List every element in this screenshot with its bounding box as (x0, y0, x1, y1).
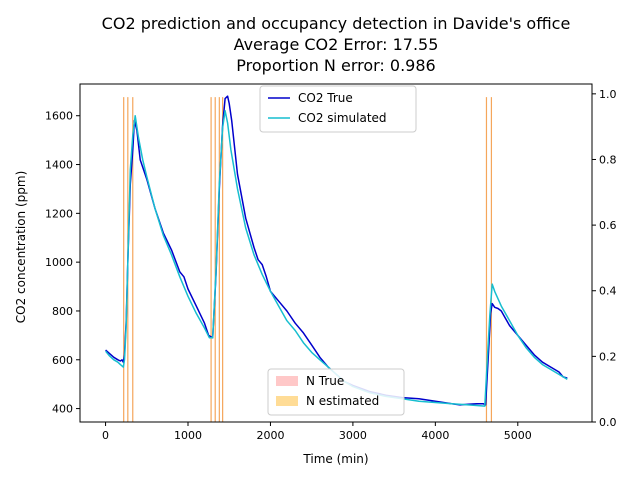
x-tick-label: 5000 (504, 429, 532, 442)
y2-tick-label: 0.6 (599, 219, 617, 232)
x-tick-label: 4000 (421, 429, 449, 442)
chart-title: CO2 prediction and occupancy detection i… (102, 14, 571, 75)
x-axis-label: Time (min) (302, 452, 368, 466)
x-tick-label: 3000 (339, 429, 367, 442)
legend-label-n-true: N True (306, 374, 344, 388)
legend-label-co2-simulated: CO2 simulated (298, 111, 387, 125)
series-line-co2-simulated (105, 110, 568, 407)
legend-top-box (259, 85, 417, 133)
y-tick-label: 1400 (45, 159, 73, 172)
legend-top: CO2 True CO2 simulated (259, 85, 417, 133)
y2-tick-label: 0.4 (599, 285, 617, 298)
y2-tick-label: 0.8 (599, 153, 617, 166)
y-tick-label: 1200 (45, 207, 73, 220)
y-tick-label: 800 (52, 305, 73, 318)
title-line-1: CO2 prediction and occupancy detection i… (102, 14, 571, 33)
x-tick-label: 1000 (174, 429, 202, 442)
x-tick-label: 2000 (256, 429, 284, 442)
y2-tick-label: 1.0 (599, 88, 617, 101)
plot-area (80, 84, 592, 422)
legend-bottom-box (267, 368, 405, 416)
title-line-3: Proportion N error: 0.986 (236, 56, 435, 75)
y-tick-label: 1600 (45, 110, 73, 123)
plot-background (80, 84, 592, 422)
legend-label-n-estimated: N estimated (306, 394, 379, 408)
title-line-2: Average CO2 Error: 17.55 (234, 35, 439, 54)
y2-tick-label: 0.0 (599, 416, 617, 429)
y-tick-label: 400 (52, 403, 73, 416)
legend-bottom: N True N estimated (267, 368, 405, 416)
legend-swatch-n-estimated (276, 396, 298, 406)
legend-swatch-n-true (276, 376, 298, 386)
legend-label-co2-true: CO2 True (298, 91, 353, 105)
x-tick-label: 0 (102, 429, 109, 442)
y-axis-label: CO2 concentration (ppm) (14, 171, 28, 323)
y-tick-label: 600 (52, 354, 73, 367)
y-tick-label: 1000 (45, 256, 73, 269)
series-lines (105, 95, 568, 407)
axes: 0 1000 2000 3000 4000 5000 400 600 800 1000 1200 14… (45, 83, 617, 442)
axes-frame (79, 83, 593, 423)
series-line-co2-true (105, 95, 568, 406)
y2-tick-label: 0.2 (599, 350, 617, 363)
